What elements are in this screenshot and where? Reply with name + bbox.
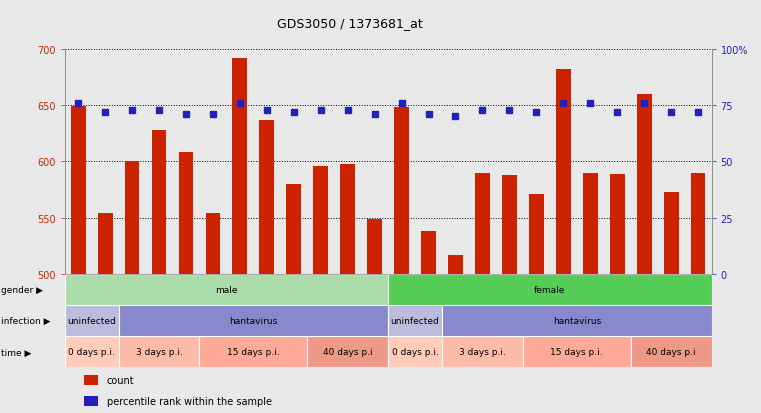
Text: 40 days p.i: 40 days p.i — [646, 348, 696, 356]
Text: hantavirus: hantavirus — [552, 317, 601, 325]
Bar — [119, 306, 388, 337]
Bar — [125, 162, 139, 275]
Text: female: female — [534, 286, 565, 294]
Bar — [151, 131, 167, 275]
Bar — [260, 121, 274, 275]
Bar — [502, 176, 517, 275]
Bar — [631, 337, 712, 368]
Bar — [340, 164, 355, 275]
Bar — [84, 375, 98, 385]
Text: infection ▶: infection ▶ — [1, 317, 50, 325]
Bar — [421, 232, 436, 275]
Bar — [637, 95, 651, 275]
Bar — [84, 396, 98, 406]
Bar — [314, 166, 328, 275]
Text: 0 days p.i.: 0 days p.i. — [392, 348, 438, 356]
Bar — [394, 108, 409, 275]
Text: 3 days p.i.: 3 days p.i. — [135, 348, 183, 356]
Bar — [65, 306, 119, 337]
Bar — [232, 59, 247, 275]
Text: 15 days p.i.: 15 days p.i. — [550, 348, 603, 356]
Bar — [205, 214, 221, 275]
Bar — [199, 337, 307, 368]
Bar — [583, 173, 597, 275]
Bar — [448, 256, 463, 275]
Bar — [556, 70, 571, 275]
Bar — [119, 337, 199, 368]
Bar — [388, 275, 712, 306]
Bar — [71, 107, 85, 275]
Bar — [442, 337, 523, 368]
Bar — [475, 173, 490, 275]
Bar — [523, 337, 631, 368]
Bar — [65, 275, 388, 306]
Bar — [388, 306, 442, 337]
Text: uninfected: uninfected — [67, 317, 116, 325]
Text: 0 days p.i.: 0 days p.i. — [68, 348, 115, 356]
Text: uninfected: uninfected — [390, 317, 439, 325]
Text: male: male — [215, 286, 237, 294]
Bar — [97, 214, 113, 275]
Bar — [307, 337, 388, 368]
Text: count: count — [107, 375, 135, 385]
Bar — [368, 219, 382, 275]
Text: 40 days p.i: 40 days p.i — [323, 348, 372, 356]
Bar — [691, 173, 705, 275]
Text: time ▶: time ▶ — [1, 348, 31, 356]
Bar — [664, 192, 679, 275]
Text: percentile rank within the sample: percentile rank within the sample — [107, 396, 272, 406]
Text: GDS3050 / 1373681_at: GDS3050 / 1373681_at — [277, 17, 423, 29]
Bar — [286, 185, 301, 275]
Text: 3 days p.i.: 3 days p.i. — [459, 348, 506, 356]
Bar — [610, 174, 625, 275]
Bar — [529, 195, 544, 275]
Text: 15 days p.i.: 15 days p.i. — [227, 348, 279, 356]
Bar — [65, 337, 119, 368]
Text: gender ▶: gender ▶ — [1, 286, 43, 294]
Bar — [388, 337, 442, 368]
Bar — [179, 153, 193, 275]
Text: hantavirus: hantavirus — [229, 317, 278, 325]
Bar — [442, 306, 712, 337]
